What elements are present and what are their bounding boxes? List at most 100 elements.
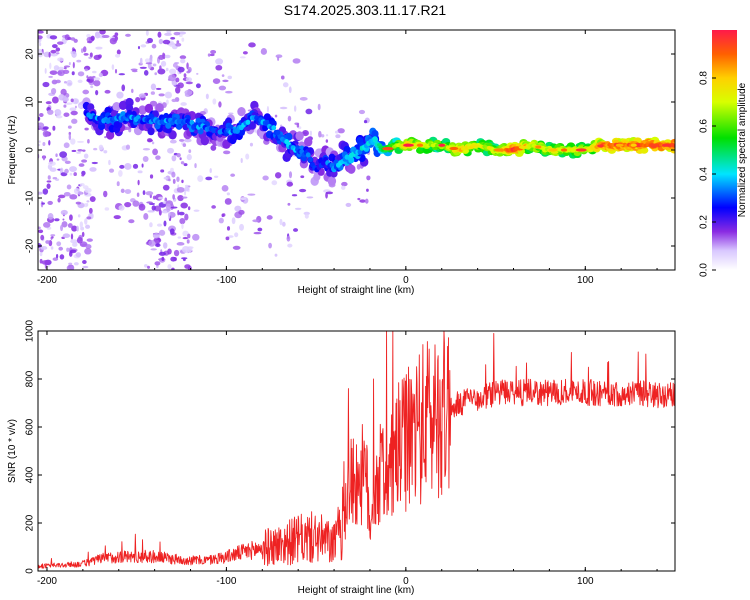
spectrogram-noise-blob [99, 30, 106, 35]
spectrogram-noise-blob [341, 181, 348, 187]
spectrogram-noise-blob [142, 190, 146, 195]
spectrogram-noise-blob [334, 130, 339, 134]
spectrogram-noise-blob [320, 134, 325, 138]
spectrogram-noise-blob [82, 89, 90, 95]
spectrogram-noise-blob [84, 218, 88, 225]
spectrogram-ridge-blob [307, 156, 313, 163]
spectrogram-noise-blob [104, 207, 110, 211]
spectrogram-ridge-blob [275, 130, 281, 136]
spectrogram-noise-blob [179, 157, 182, 161]
spectrogram-noise-blob [184, 184, 189, 188]
spectrogram-peak-blob [575, 148, 587, 152]
colorbar-tick-label: 0.0 [699, 263, 710, 277]
spectrogram-noise-blob [162, 242, 168, 249]
spectrogram-noise-blob [154, 205, 162, 212]
spectrogram-noise-blob [83, 52, 89, 56]
spectrogram-noise-blob [152, 148, 159, 156]
spectrogram-noise-blob [52, 177, 58, 180]
spectrogram-noise-blob [47, 200, 53, 205]
spectrogram-noise-blob [98, 72, 103, 78]
snr-y-tick-label: 400 [25, 466, 36, 483]
spectrogram-noise-blob [136, 192, 140, 197]
colorbar-tick-label: 0.8 [699, 71, 710, 85]
spectrogram-x-tick-label: 0 [403, 275, 409, 286]
spectrogram-noise-blob [163, 176, 168, 180]
spectrogram-noise-blob [185, 77, 193, 82]
snr-x-tick-label: -100 [216, 576, 236, 587]
chart-title: S174.2025.303.11.17.R21 [284, 2, 447, 18]
spectrogram-noise-blob [60, 224, 64, 232]
spectrogram-noise-blob [286, 235, 291, 242]
spectrogram-peak-blob [382, 147, 394, 151]
spectrogram-noise-blob [38, 143, 41, 147]
spectrogram-noise-blob [86, 238, 93, 242]
spectrogram-noise-blob [52, 125, 56, 131]
spectrogram-noise-blob [248, 42, 256, 48]
spectrogram-noise-blob [150, 91, 155, 95]
spectrogram-noise-blob [176, 152, 181, 158]
spectrogram-noise-blob [79, 221, 84, 228]
spectrogram-noise-blob [48, 140, 51, 146]
spectrogram-peak-blob [535, 145, 542, 149]
spectrogram-noise-blob [82, 265, 89, 269]
spectrogram-noise-blob [234, 205, 242, 212]
spectrogram-noise-blob [63, 66, 67, 70]
spectrogram-ridge-blob [237, 106, 246, 117]
spectrogram-noise-blob [166, 201, 171, 204]
spectrogram-noise-blob [138, 203, 146, 211]
spectrogram-noise-blob [162, 184, 170, 191]
spectrogram-noise-blob [197, 175, 204, 182]
spectrogram-noise-blob [38, 243, 42, 248]
spectrogram-noise-blob [131, 88, 134, 93]
spectrogram-noise-blob [118, 169, 123, 177]
spectrogram-noise-blob [164, 91, 173, 99]
spectrogram-noise-blob [67, 82, 72, 85]
spectrogram-x-tick-label: -200 [37, 275, 57, 286]
spectrogram-noise-blob [364, 198, 369, 204]
spectrogram-noise-blob [164, 54, 171, 59]
spectrogram-noise-blob [184, 213, 189, 221]
spectrogram-noise-blob [40, 234, 45, 241]
spectrogram-noise-blob [185, 81, 193, 85]
spectrogram-noise-blob [38, 226, 41, 230]
snr-frame [37, 330, 676, 572]
spectrogram-noise-blob [40, 246, 48, 250]
spectrogram-y-tick-label: 20 [25, 48, 36, 60]
spectrogram-noise-blob [70, 37, 76, 41]
spectrogram-noise-blob [71, 71, 75, 76]
spectrogram-peak-blob [416, 143, 424, 147]
spectrogram-noise-blob [64, 168, 69, 174]
spectrogram-noise-blob [42, 126, 49, 130]
spectrogram-ridge-blob [138, 105, 147, 115]
spectrogram-noise-blob [97, 54, 102, 59]
colorbar-tick-label: 0.6 [699, 119, 710, 133]
spectrogram-noise-blob [45, 240, 50, 244]
spectrogram-noise-blob [67, 37, 72, 40]
spectrogram-noise-blob [253, 231, 262, 235]
spectrogram-noise-blob [287, 243, 293, 248]
spectrogram-noise-blob [57, 194, 66, 199]
spectrogram-noise-blob [54, 218, 60, 222]
spectrogram-peak-blob [648, 143, 659, 147]
spectrogram-noise-blob [56, 241, 62, 247]
snr-y-axis-title: SNR (10 * v/v) [7, 419, 18, 483]
spectrogram-noise-blob [60, 88, 67, 96]
spectrogram-noise-blob [51, 96, 59, 104]
spectrogram-noise-blob [210, 144, 217, 151]
spectrogram-noise-blob [309, 130, 313, 136]
spectrogram-noise-blob [140, 44, 147, 48]
spectrogram-noise-blob [71, 51, 77, 58]
spectrogram-noise-blob [53, 65, 60, 71]
spectrogram-noise-blob [299, 188, 307, 193]
spectrogram-noise-blob [55, 47, 61, 52]
spectrogram-noise-blob [49, 70, 58, 75]
spectrogram-noise-blob [71, 225, 78, 232]
spectrogram-noise-blob [139, 57, 143, 65]
spectrogram-y-tick-label: -10 [25, 190, 36, 205]
spectrogram-noise-blob [73, 172, 77, 177]
spectrogram-noise-blob [152, 195, 157, 200]
spectrogram-noise-blob [42, 188, 49, 195]
spectrogram-x-tick-label: -100 [216, 275, 236, 286]
spectrogram-noise-blob [357, 197, 361, 201]
snr-x-tick-label: 0 [403, 576, 409, 587]
